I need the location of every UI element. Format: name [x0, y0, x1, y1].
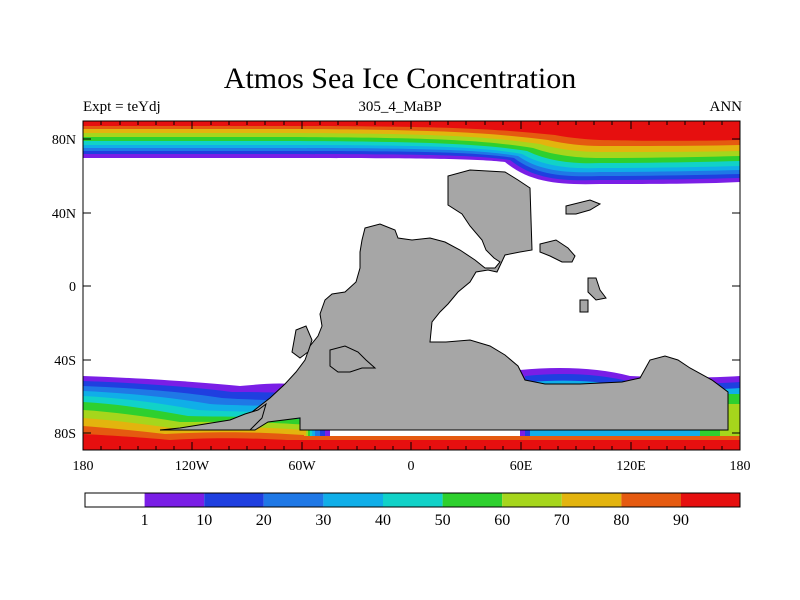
- colorbar-box: [681, 493, 740, 507]
- colorbar-box: [204, 493, 264, 507]
- experiment-label: Expt = teYdj: [83, 99, 161, 115]
- period-label: 305_4_MaBP: [358, 99, 442, 115]
- southern-landmass: [159, 402, 267, 431]
- colorbar-label: 50: [435, 512, 451, 529]
- colorbar-box: [621, 493, 681, 507]
- colorbar-box: [323, 493, 383, 507]
- lon-label: 120E: [616, 459, 646, 474]
- colorbar-label: 30: [315, 512, 331, 529]
- east-island-3: [587, 277, 607, 301]
- latitude-labels: 80N 40N 0 40S 80S: [52, 133, 76, 442]
- colorbar-box: [85, 493, 145, 507]
- colorbar-label: 40: [375, 512, 391, 529]
- lat-label: 40N: [52, 207, 76, 222]
- colorbar-box: [442, 493, 503, 507]
- lat-label: 40S: [54, 354, 76, 369]
- land-masses: [159, 169, 729, 431]
- colorbar-label: 1: [141, 512, 149, 529]
- longitude-labels: 180 120W 60W 0 60E 120E 180: [73, 459, 751, 474]
- colorbar-label: 70: [554, 512, 570, 529]
- east-island-1: [539, 239, 576, 263]
- western-fragment: [291, 325, 313, 359]
- lat-label: 80N: [52, 133, 76, 148]
- lat-label: 0: [69, 280, 76, 295]
- lon-label: 180: [73, 459, 94, 474]
- west-peninsula: [329, 345, 377, 373]
- colorbar-label: 20: [256, 512, 272, 529]
- lon-label: 180: [730, 459, 751, 474]
- colorbar-box: [144, 493, 205, 507]
- lon-label: 120W: [175, 459, 210, 474]
- colorbar-box: [561, 493, 622, 507]
- east-island-4: [579, 299, 589, 313]
- arctic-sea-ice: [83, 121, 740, 185]
- lon-label: 0: [408, 459, 415, 474]
- colorbar-box: [502, 493, 562, 507]
- east-island-2: [565, 199, 602, 215]
- colorbar: 1 10 20 30 40 50 60 70 80 90: [84, 492, 741, 529]
- map-title: Atmos Sea Ice Concentration: [223, 62, 577, 95]
- lon-label: 60E: [510, 459, 533, 474]
- colorbar-box: [263, 493, 324, 507]
- lat-label: 80S: [54, 427, 76, 442]
- map-plot: [82, 120, 741, 451]
- colorbar-frame: [84, 492, 741, 508]
- major-ticks: [83, 121, 740, 450]
- lon-label: 60W: [288, 459, 316, 474]
- longitude-minor-ticks: [100, 121, 723, 450]
- colorbar-label: 80: [613, 512, 629, 529]
- season-label: ANN: [709, 99, 743, 115]
- colorbar-box: [383, 493, 443, 507]
- colorbar-label: 60: [494, 512, 510, 529]
- colorbar-label: 10: [196, 512, 212, 529]
- colorbar-label: 90: [673, 512, 689, 529]
